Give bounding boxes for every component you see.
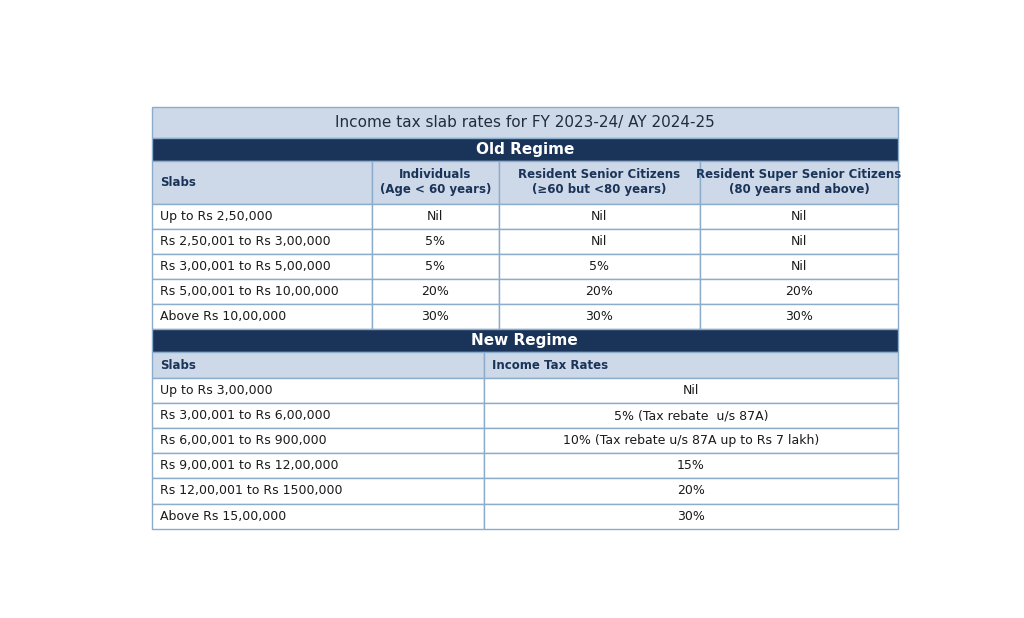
Text: Up to Rs 2,50,000: Up to Rs 2,50,000	[160, 210, 272, 223]
Text: Above Rs 15,00,000: Above Rs 15,00,000	[160, 510, 286, 523]
Text: Resident Senior Citizens
(≥60 but <80 years): Resident Senior Citizens (≥60 but <80 ye…	[518, 168, 681, 197]
Text: Nil: Nil	[427, 210, 443, 223]
Text: Individuals
(Age < 60 years): Individuals (Age < 60 years)	[380, 168, 490, 197]
Bar	[152, 138, 898, 161]
Bar	[372, 161, 499, 204]
Text: Old Regime: Old Regime	[475, 142, 574, 157]
Bar	[483, 428, 898, 454]
Text: 30%: 30%	[785, 310, 813, 323]
Text: Income tax slab rates for FY 2023-24/ AY 2024-25: Income tax slab rates for FY 2023-24/ AY…	[335, 115, 715, 130]
Bar	[152, 352, 483, 378]
Bar	[372, 304, 499, 329]
Text: 10% (Tax rebate u/s 87A up to Rs 7 lakh): 10% (Tax rebate u/s 87A up to Rs 7 lakh)	[562, 434, 819, 447]
Text: Nil: Nil	[591, 235, 607, 248]
Bar	[152, 254, 372, 279]
Bar	[152, 329, 898, 352]
Bar	[152, 304, 372, 329]
Text: 5%: 5%	[425, 260, 445, 273]
Text: Above Rs 10,00,000: Above Rs 10,00,000	[160, 310, 286, 323]
Bar	[499, 204, 700, 229]
Text: Up to Rs 3,00,000: Up to Rs 3,00,000	[160, 384, 272, 397]
Text: Nil: Nil	[591, 210, 607, 223]
Bar	[700, 204, 898, 229]
Bar	[152, 428, 483, 454]
Bar	[372, 279, 499, 304]
Bar	[152, 108, 898, 138]
Text: 5% (Tax rebate  u/s 87A): 5% (Tax rebate u/s 87A)	[613, 409, 768, 422]
Bar	[499, 229, 700, 254]
Text: New Regime: New Regime	[471, 333, 579, 348]
Bar	[700, 254, 898, 279]
Text: Nil: Nil	[791, 235, 807, 248]
Bar	[152, 504, 483, 528]
Text: 30%: 30%	[586, 310, 613, 323]
Bar	[372, 254, 499, 279]
Bar	[152, 454, 483, 478]
Text: 15%: 15%	[677, 459, 705, 472]
Text: 20%: 20%	[677, 485, 705, 497]
Text: Rs 3,00,001 to Rs 6,00,000: Rs 3,00,001 to Rs 6,00,000	[160, 409, 331, 422]
Bar	[483, 478, 898, 504]
Text: Resident Super Senior Citizens
(80 years and above): Resident Super Senior Citizens (80 years…	[696, 168, 901, 197]
Text: 20%: 20%	[586, 285, 613, 298]
Bar	[700, 161, 898, 204]
Bar	[483, 352, 898, 378]
Text: Nil: Nil	[791, 210, 807, 223]
Text: Rs 2,50,001 to Rs 3,00,000: Rs 2,50,001 to Rs 3,00,000	[160, 235, 331, 248]
Bar	[499, 279, 700, 304]
Bar	[152, 204, 372, 229]
Bar	[499, 254, 700, 279]
Bar	[152, 478, 483, 504]
Text: 5%: 5%	[425, 235, 445, 248]
Text: Rs 9,00,001 to Rs 12,00,000: Rs 9,00,001 to Rs 12,00,000	[160, 459, 338, 472]
Bar	[483, 403, 898, 428]
Bar	[152, 378, 483, 403]
Bar	[152, 161, 372, 204]
Bar	[499, 304, 700, 329]
Text: 30%: 30%	[421, 310, 450, 323]
Text: 5%: 5%	[590, 260, 609, 273]
Bar	[483, 504, 898, 528]
Bar	[700, 304, 898, 329]
Bar	[372, 204, 499, 229]
Text: Rs 5,00,001 to Rs 10,00,000: Rs 5,00,001 to Rs 10,00,000	[160, 285, 339, 298]
Text: 20%: 20%	[421, 285, 450, 298]
Text: Rs 3,00,001 to Rs 5,00,000: Rs 3,00,001 to Rs 5,00,000	[160, 260, 331, 273]
Text: 20%: 20%	[785, 285, 813, 298]
Text: Income Tax Rates: Income Tax Rates	[492, 358, 608, 371]
Text: Slabs: Slabs	[160, 358, 196, 371]
Text: Rs 12,00,001 to Rs 1500,000: Rs 12,00,001 to Rs 1500,000	[160, 485, 342, 497]
Bar	[700, 279, 898, 304]
Text: Nil: Nil	[791, 260, 807, 273]
Bar	[372, 229, 499, 254]
Text: 30%: 30%	[677, 510, 705, 523]
Text: Nil: Nil	[683, 384, 699, 397]
Bar	[700, 229, 898, 254]
Bar	[499, 161, 700, 204]
Bar	[152, 279, 372, 304]
Text: Rs 6,00,001 to Rs 900,000: Rs 6,00,001 to Rs 900,000	[160, 434, 327, 447]
Bar	[152, 229, 372, 254]
Bar	[152, 403, 483, 428]
Bar	[483, 454, 898, 478]
Text: Slabs: Slabs	[160, 176, 196, 188]
Bar	[483, 378, 898, 403]
